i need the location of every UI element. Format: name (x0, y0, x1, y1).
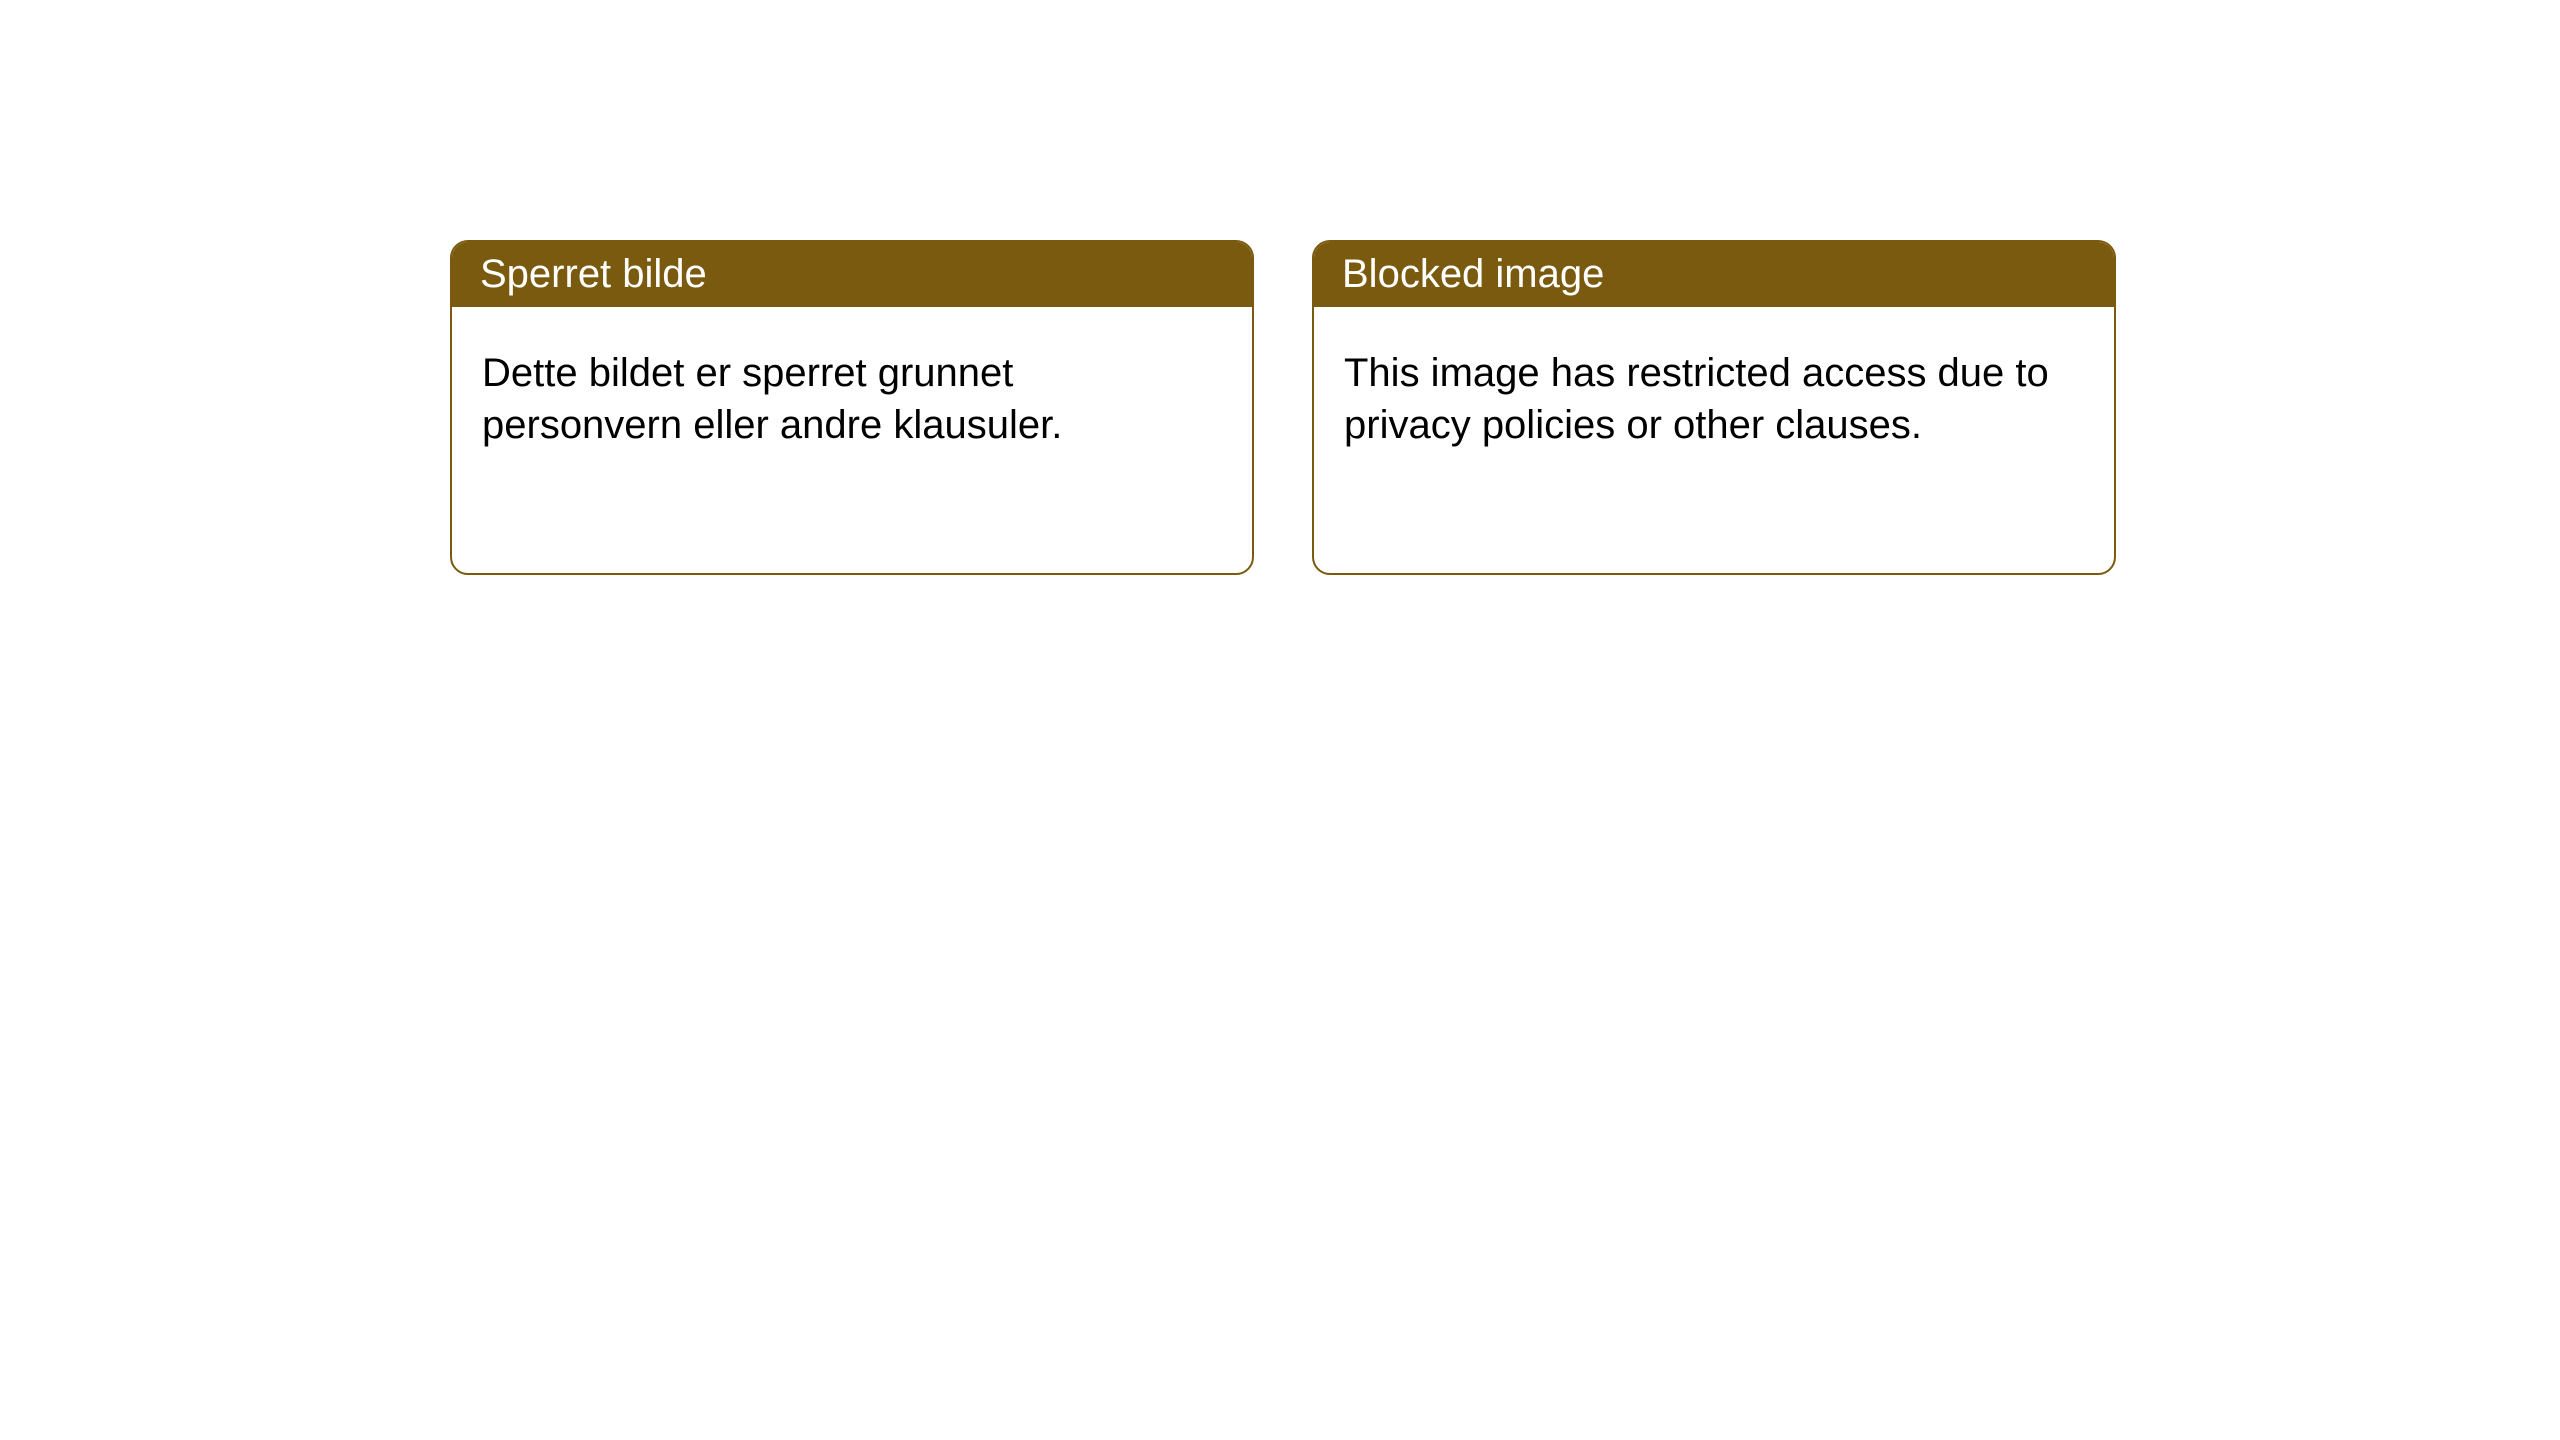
notice-body: Dette bildet er sperret grunnet personve… (452, 307, 1252, 491)
notice-body: This image has restricted access due to … (1314, 307, 2114, 491)
notice-title-text: Blocked image (1342, 252, 1604, 296)
notice-title-text: Sperret bilde (480, 252, 707, 296)
notice-header: Blocked image (1314, 242, 2114, 307)
notice-body-text: Dette bildet er sperret grunnet personve… (482, 351, 1062, 447)
notice-header: Sperret bilde (452, 242, 1252, 307)
notice-container: Sperret bilde Dette bildet er sperret gr… (0, 0, 2560, 575)
notice-body-text: This image has restricted access due to … (1344, 351, 2049, 447)
notice-card-english: Blocked image This image has restricted … (1312, 240, 2116, 575)
notice-card-norwegian: Sperret bilde Dette bildet er sperret gr… (450, 240, 1254, 575)
